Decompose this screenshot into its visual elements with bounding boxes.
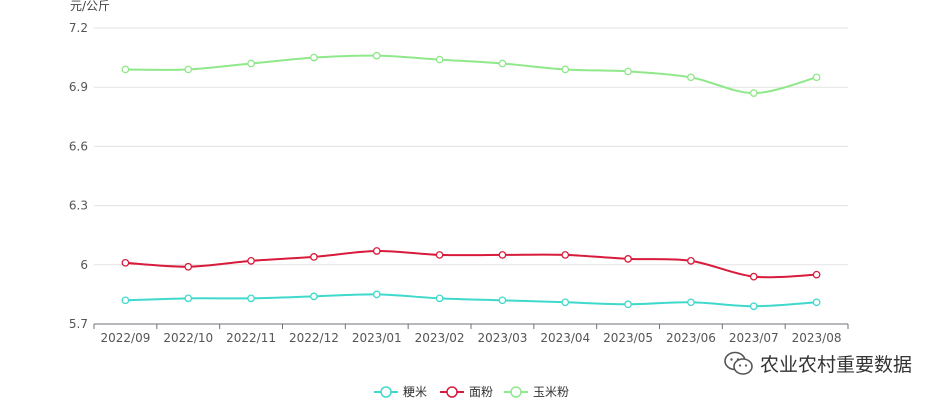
series-2 [121,247,821,281]
legend-marker [510,386,522,398]
data-point[interactable] [749,272,758,281]
data-point[interactable] [247,257,255,265]
legend-marker [380,386,392,398]
data-point[interactable] [624,67,632,76]
x-tick-label: 2023/03 [477,331,527,345]
x-tick-label: 2022/10 [163,331,213,345]
x-tick-label: 2023/08 [792,331,842,345]
legend-label: 面粉 [469,385,493,399]
x-tick-label: 2022/09 [100,331,150,345]
data-point[interactable] [310,53,318,62]
data-point[interactable] [435,55,444,64]
data-point[interactable] [749,89,758,97]
legend-label: 粳米 [403,385,427,399]
legend-label: 玉米粉 [533,385,569,399]
data-point[interactable] [812,298,821,307]
series-group [121,51,821,311]
series-line [125,293,817,308]
series-3 [121,51,821,97]
y-tick-label: 6.9 [69,80,88,94]
x-tick-label: 2023/05 [603,331,653,345]
data-point[interactable] [561,298,570,307]
data-point[interactable] [687,257,695,265]
data-point[interactable] [687,73,695,82]
y-tick-label: 7.2 [69,21,88,35]
data-point[interactable] [310,292,318,301]
series-line [125,249,817,279]
data-point[interactable] [812,270,821,279]
y-axis-ticks: 5.7 6 6.3 6.6 6.9 7.2 [69,21,88,331]
data-point[interactable] [372,247,381,255]
data-point[interactable] [498,296,507,305]
data-point[interactable] [121,296,130,305]
y-tick-label: 6 [80,258,88,272]
x-tick-label: 2023/01 [352,331,402,345]
wechat-icon [724,351,753,375]
data-point[interactable] [561,251,570,259]
data-point[interactable] [372,290,381,299]
data-point[interactable] [121,258,130,267]
data-point[interactable] [687,298,695,307]
x-tick-label: 2022/12 [289,331,339,345]
data-point[interactable] [561,65,570,74]
data-point[interactable] [624,255,632,263]
data-point[interactable] [624,300,632,309]
data-point[interactable] [498,59,507,68]
data-point[interactable] [435,251,444,259]
watermark: 农业农村重要数据 [724,350,912,377]
data-point[interactable] [184,262,193,271]
data-point[interactable] [184,294,193,303]
legend-item[interactable]: 玉米粉 [504,385,569,399]
legend-item[interactable]: 面粉 [440,385,493,399]
data-point[interactable] [310,253,318,261]
data-point[interactable] [749,302,758,311]
x-tick-label: 2023/04 [540,331,590,345]
data-point[interactable] [121,65,130,74]
x-tick-label: 2022/11 [226,331,276,345]
legend: 粳米 面粉 玉米粉 [374,385,569,399]
y-tick-label: 5.7 [69,317,88,331]
data-point[interactable] [498,251,507,259]
series-1 [121,290,821,311]
x-axis: 2022/09 2022/10 2022/11 2022/12 2023/01 2023/… [93,323,849,345]
data-point[interactable] [372,51,381,60]
x-tick-label: 2023/07 [729,331,779,345]
legend-item[interactable]: 粳米 [374,385,427,399]
grid-lines [94,27,848,266]
data-point[interactable] [435,294,444,303]
y-tick-label: 6.3 [69,199,88,213]
legend-marker [446,386,458,398]
y-axis-unit: 元/公斤 [70,0,110,13]
x-tick-label: 2023/02 [415,331,465,345]
watermark-text: 农业农村重要数据 [759,354,912,376]
y-tick-label: 6.6 [69,139,88,153]
data-point[interactable] [812,73,821,82]
data-point[interactable] [184,65,193,74]
x-tick-label: 2023/06 [666,331,716,345]
data-point[interactable] [247,59,255,68]
data-point[interactable] [247,294,255,303]
